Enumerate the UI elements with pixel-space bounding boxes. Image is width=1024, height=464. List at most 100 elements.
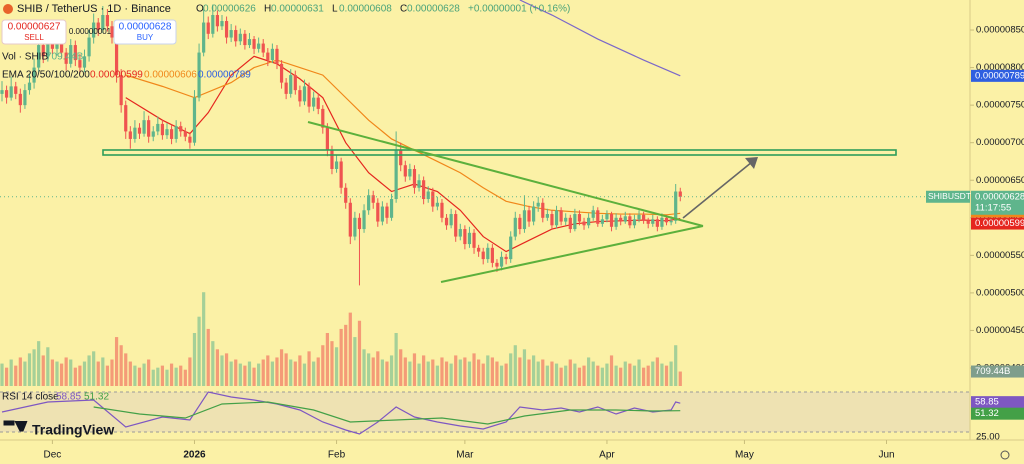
rsi-legend-value: 58.85 <box>56 392 81 403</box>
candle-body <box>46 33 50 57</box>
candle-body <box>632 219 637 226</box>
x-tick-label: May <box>735 450 754 461</box>
candle-body <box>18 93 22 106</box>
ohlc-value: 0.00000631 <box>271 4 324 15</box>
volume-legend-value: 709.44B <box>46 52 84 63</box>
volume-bar <box>247 361 252 386</box>
volume-bar <box>151 369 155 386</box>
volume-bar <box>192 333 197 386</box>
candle-body <box>169 129 174 139</box>
settings-icon[interactable] <box>1000 450 1010 460</box>
candle-body <box>399 150 403 166</box>
candle-body <box>101 15 105 31</box>
candle-body <box>422 180 426 200</box>
volume-bar <box>600 367 604 386</box>
candle-body <box>87 37 91 57</box>
volume-bar <box>481 363 485 386</box>
candle-body <box>385 206 389 218</box>
candle-body <box>165 129 169 136</box>
candle-body <box>353 217 357 237</box>
candle-body <box>605 214 609 220</box>
ema-line <box>519 0 681 77</box>
volume-bar <box>541 359 545 386</box>
volume-bar <box>174 367 178 386</box>
rsi-legend-value: 51.32 <box>84 392 109 403</box>
volume-bar <box>312 361 316 386</box>
volume-bar <box>169 363 174 386</box>
candle-body <box>348 202 352 237</box>
candle-body <box>495 262 499 267</box>
volume-bar <box>243 365 247 386</box>
volume-bar <box>266 355 270 386</box>
candle-body <box>651 219 655 224</box>
candle-body <box>623 216 627 222</box>
volume-bar <box>215 349 220 386</box>
volume-bar <box>270 361 274 386</box>
symbol-tag <box>926 190 970 203</box>
candle-body <box>137 127 142 134</box>
volume-bar <box>325 333 329 386</box>
volume-bar <box>522 349 527 386</box>
volume-bar <box>504 363 508 386</box>
candle-body <box>179 126 183 132</box>
volume-bar <box>403 357 407 386</box>
candle-body <box>261 43 265 53</box>
volume-bar <box>449 363 453 386</box>
volume-bar <box>165 369 169 386</box>
candle-body <box>128 131 132 139</box>
volume-bar <box>532 355 536 386</box>
x-tick-label: 2026 <box>183 450 206 461</box>
buy-price: 0.00000628 <box>119 22 172 33</box>
volume-bar <box>147 359 151 386</box>
candle-body <box>568 217 572 230</box>
candle-body <box>449 214 453 226</box>
volume-bar <box>545 365 549 386</box>
candle-body <box>110 26 114 38</box>
candle-body <box>142 120 146 134</box>
volume-bar <box>179 365 183 386</box>
candle-body <box>151 131 155 137</box>
volume-legend: Vol · SHIB <box>2 52 48 63</box>
candle-body <box>330 150 334 169</box>
rsi-tag <box>971 396 1024 409</box>
volume-bar <box>357 320 362 386</box>
volume-bar <box>642 367 646 386</box>
volume-bar <box>412 353 417 386</box>
candle-body <box>4 90 9 98</box>
volume-bar <box>206 328 210 386</box>
buy-label: BUY <box>137 33 154 42</box>
volume-bar <box>133 365 137 386</box>
price-tag-label: 0.00000628 <box>975 191 1024 202</box>
buy-button[interactable] <box>113 19 177 45</box>
volume-bar <box>605 363 609 386</box>
volume-bar <box>568 359 572 386</box>
candle-body <box>247 39 252 46</box>
volume-bar <box>69 359 73 386</box>
volume-bar <box>669 361 673 386</box>
volume-bar <box>55 361 59 386</box>
volume-bar <box>220 355 224 386</box>
volume-bar <box>257 363 261 386</box>
volume-bar <box>678 371 682 386</box>
volume-bar <box>229 361 233 386</box>
volume-bar <box>463 357 467 386</box>
sell-button[interactable] <box>1 19 67 45</box>
y-tick-label: 0.00000800 <box>976 62 1024 73</box>
candle-body <box>344 187 348 203</box>
volume-bar <box>234 359 238 386</box>
volume-bar <box>238 363 242 386</box>
candle-body <box>174 126 178 139</box>
volume-bar <box>435 365 439 386</box>
candle-body <box>133 127 137 139</box>
volume-bar <box>509 353 513 386</box>
candle-body <box>257 43 261 49</box>
volume-bar <box>394 333 398 386</box>
volume-bar <box>197 316 201 386</box>
candle-body <box>463 229 467 245</box>
candle-body <box>619 217 623 222</box>
branding: TradingView <box>32 422 114 438</box>
volume-bar <box>9 359 13 386</box>
candle-body <box>307 86 311 107</box>
volume-bar <box>399 349 403 386</box>
volume-bar <box>632 365 637 386</box>
